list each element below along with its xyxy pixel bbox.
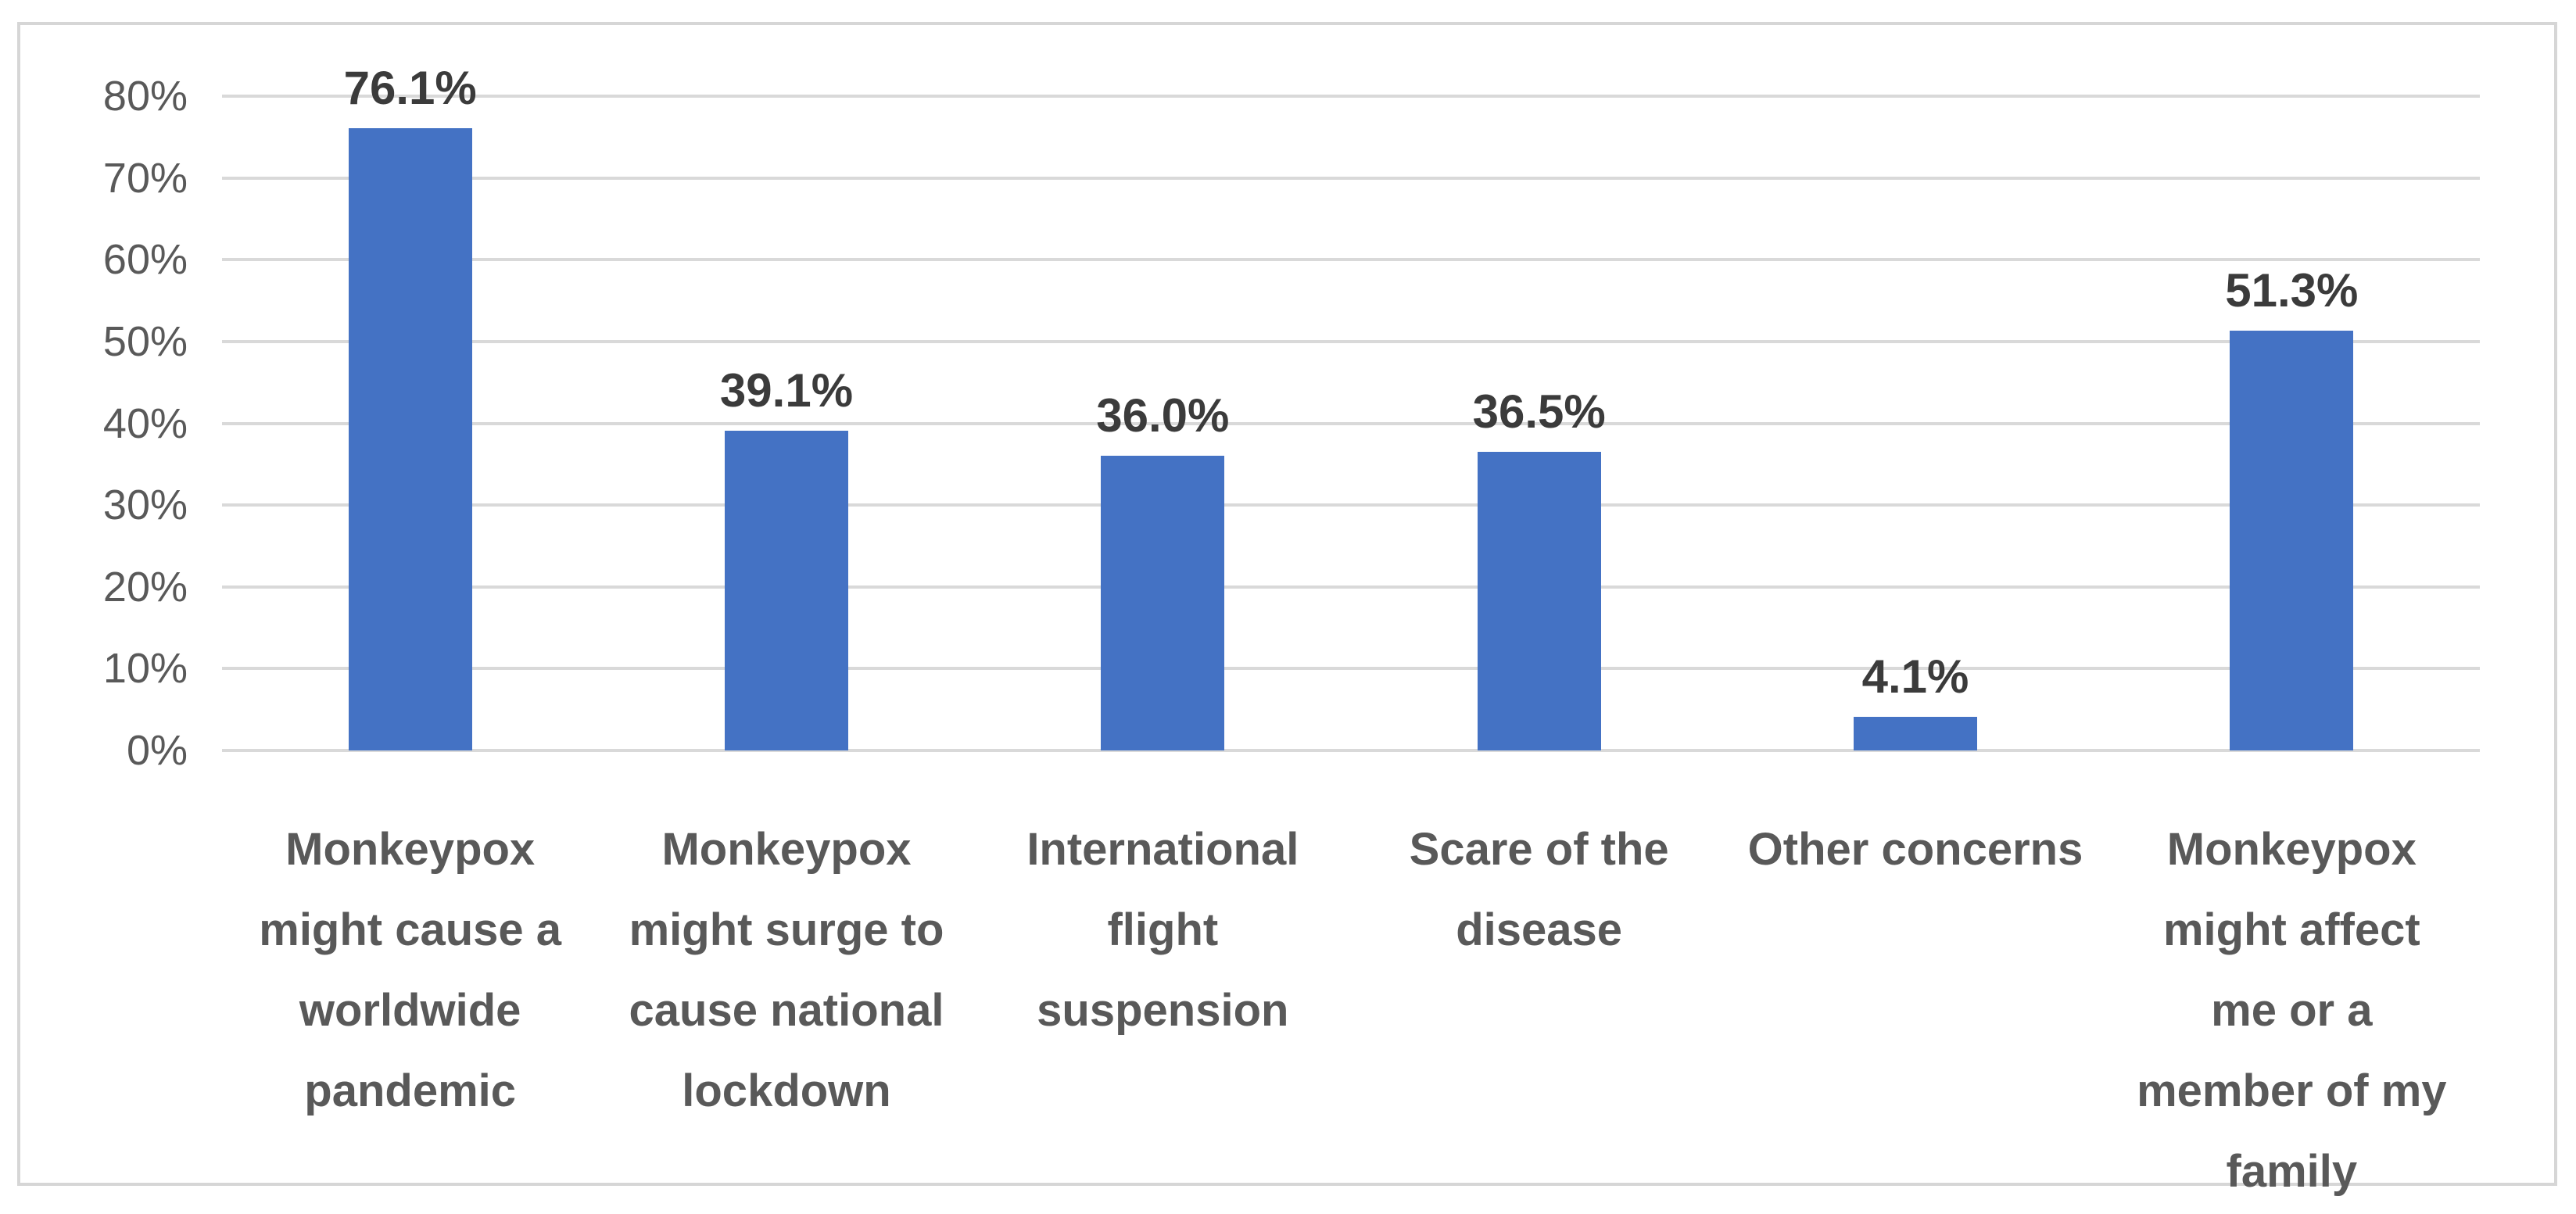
- gridline: [222, 503, 2480, 507]
- bar-value-label: 51.3%: [2225, 264, 2359, 317]
- category-label-line: lockdown: [682, 1065, 891, 1116]
- bar-value-label: 39.1%: [719, 363, 854, 417]
- category-label-line: suspension: [1037, 985, 1289, 1036]
- category-label-line: International: [1026, 824, 1299, 875]
- gridline: [222, 95, 2480, 98]
- y-tick-label: 20%: [102, 563, 188, 611]
- category-label-line: Monkeypox: [2166, 824, 2417, 875]
- category-label-line: pandemic: [304, 1065, 517, 1116]
- gridline: [222, 667, 2480, 671]
- category-label: Monkeypox might affect me or a member of my…: [2108, 809, 2475, 1212]
- gridline: [222, 176, 2480, 180]
- category-label-line: disease: [1456, 904, 1623, 955]
- y-tick-label: 60%: [102, 236, 188, 284]
- bar: [1477, 452, 1601, 750]
- gridline: [222, 258, 2480, 262]
- gridline: [222, 339, 2480, 343]
- bar: [1101, 456, 1225, 750]
- y-tick-label: 0%: [126, 727, 188, 774]
- y-tick-label: 50%: [102, 317, 188, 365]
- category-label-line: flight: [1107, 904, 1219, 955]
- bar: [725, 430, 848, 750]
- bar: [1854, 717, 1977, 750]
- y-tick-label: 80%: [102, 73, 188, 120]
- category-label: Monkeypox might surge to cause national loc…: [603, 809, 970, 1131]
- category-label-line: Scare of the: [1409, 824, 1669, 875]
- category-label-line: member of my: [2137, 1065, 2447, 1116]
- category-label: Other concerns: [1732, 809, 2099, 890]
- y-tick-label: 30%: [102, 482, 188, 529]
- category-label-line: might cause a: [259, 904, 562, 955]
- bar-value-label: 36.5%: [1472, 385, 1606, 439]
- category-label-line: worldwide: [299, 985, 521, 1036]
- category-label-line: might affect: [2162, 904, 2420, 955]
- gridline: [222, 421, 2480, 425]
- bar: [2230, 331, 2354, 750]
- category-label-line: cause national: [629, 985, 944, 1036]
- bar-value-label: 4.1%: [1861, 650, 1969, 704]
- category-label: Scare of the disease: [1356, 809, 1723, 970]
- gridline: [222, 749, 2480, 752]
- y-tick-label: 40%: [102, 399, 188, 447]
- gridline: [222, 585, 2480, 589]
- category-label-line: Other concerns: [1747, 824, 2083, 875]
- category-label-line: me or a: [2211, 985, 2373, 1036]
- category-label: Monkeypox might cause a worldwide pandemic: [227, 809, 594, 1131]
- category-label-line: family: [2226, 1146, 2358, 1197]
- bar-value-label: 76.1%: [343, 61, 477, 114]
- category-label: International flight suspension: [979, 809, 1346, 1051]
- category-label-line: Monkeypox: [285, 824, 536, 875]
- category-label-line: Monkeypox: [661, 824, 912, 875]
- bar-value-label: 36.0%: [1096, 389, 1230, 442]
- y-tick-label: 70%: [102, 154, 188, 202]
- y-tick-label: 10%: [102, 645, 188, 693]
- bar: [348, 127, 472, 750]
- category-label-line: might surge to: [629, 904, 944, 955]
